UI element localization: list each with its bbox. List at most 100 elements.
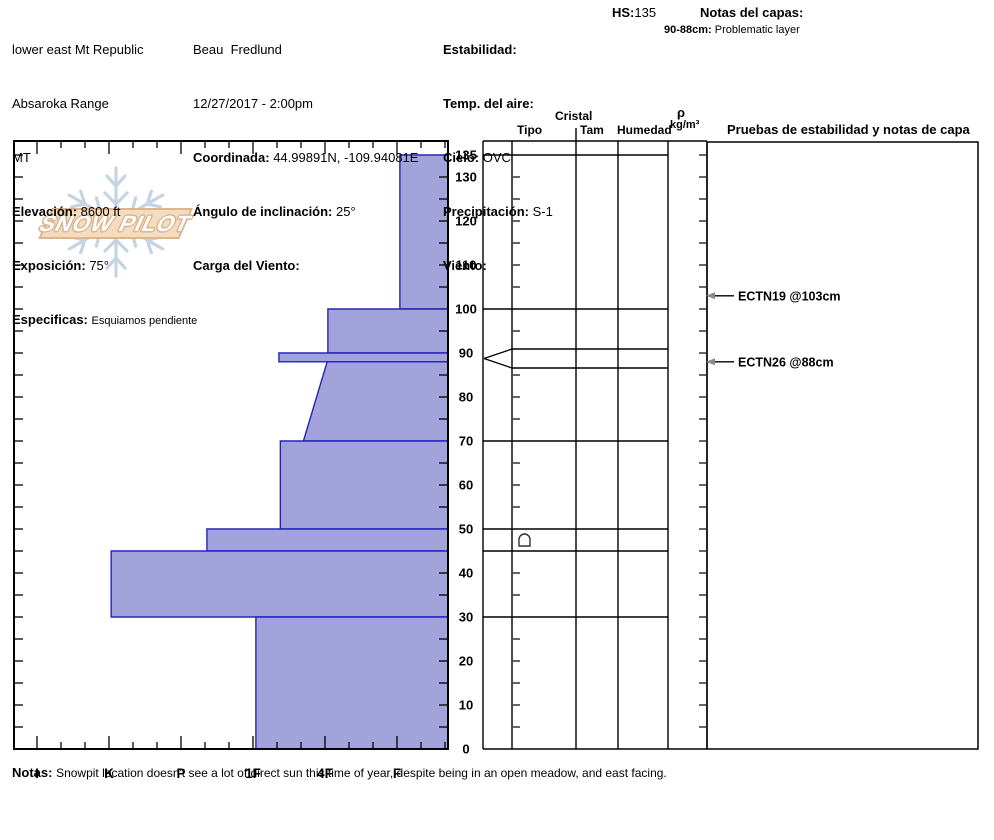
precip-label: Precipitación:: [443, 204, 529, 219]
wind-row: Viento:: [443, 257, 553, 275]
depth-tick-label: 120: [455, 214, 477, 229]
sky-label: Cielo:: [443, 150, 480, 165]
layer-note-text: Problematic layer: [714, 24, 800, 36]
snow-layer: [278, 352, 449, 363]
coordinates-value: 44.99891N, -109.94081E: [273, 150, 419, 165]
depth-tick-label: 10: [459, 698, 473, 713]
precip-value: S-1: [532, 204, 553, 219]
col-header-density-symbol: ρ: [677, 105, 686, 120]
header-observer-column: Beau Fredlund 12/27/2017 - 2:00pm Coordi…: [193, 5, 418, 293]
depth-tick-label: 70: [459, 434, 473, 449]
left-arrow-icon: [706, 292, 715, 300]
depth-tick-label: 135: [455, 148, 477, 163]
hardness-tick-label: K: [104, 766, 114, 781]
stability-label: Estabilidad:: [443, 42, 517, 57]
depth-tick-label: 80: [459, 390, 473, 405]
depth-tick-label: 90: [459, 346, 473, 361]
depth-tick-label: 60: [459, 478, 473, 493]
hardness-axis-ticks: [36, 142, 446, 748]
col-header-humedad: Humedad: [617, 123, 672, 137]
snow-layer: [302, 361, 449, 442]
coordinates-row: Coordinada: 44.99891N, -109.94081E: [193, 149, 418, 167]
header-location-column: lower east Mt Republic Absaroka Range MT…: [12, 5, 197, 348]
depth-axis-ticks: [15, 154, 447, 728]
aspect-row: Exposición: 75°: [12, 257, 197, 275]
elevation-value: 8600 ft: [80, 204, 121, 219]
snowpilot-logo: SNOW PILOT: [36, 160, 200, 290]
hardness-tick-label: F: [393, 766, 401, 781]
notes-text: Snowpit location doesn't see a lot of di…: [56, 766, 667, 780]
elevation-label: Elevación:: [12, 204, 78, 219]
depth-tick-label: 30: [459, 610, 473, 625]
specifics-value: Esquiamos pendiente: [91, 315, 198, 327]
stability-test-label: ECTN26 @88cm: [738, 355, 834, 369]
snow-layer: [110, 550, 449, 618]
depth-tick-label: 130: [455, 170, 477, 185]
stability-test-annotation: ECTN19 @103cm: [706, 289, 841, 303]
col-header-cristal: Cristal: [555, 109, 593, 123]
layer-notes-title: Notas del capas:: [700, 5, 804, 20]
wind-loading-row: Carga del Viento:: [193, 257, 418, 275]
left-arrow-icon: [706, 358, 715, 366]
depth-tick-label: 100: [455, 302, 477, 317]
sky-row: Cielo: OVC: [443, 149, 553, 167]
aspect-value: 75°: [89, 258, 109, 273]
air-temp-row: Temp. del aire:: [443, 95, 553, 113]
col-header-tipo: Tipo: [517, 123, 543, 137]
snow-layer: [327, 308, 449, 354]
depth-tick-label: 110: [456, 258, 477, 273]
observer-name: Beau Fredlund: [193, 42, 282, 57]
stability-tests-box: [706, 141, 979, 750]
hardness-tick-label: P: [176, 766, 185, 781]
stability-test-annotation: ECTN26 @88cm: [706, 355, 834, 369]
hardness-tick-label: 4F: [317, 766, 333, 781]
stability-row: Estabilidad:: [443, 41, 553, 59]
header-weather-column: Estabilidad: Temp. del aire: Cielo: OVC …: [443, 5, 553, 293]
layer-note-range: 90-88cm:: [664, 24, 712, 36]
grain-type-symbol: [518, 533, 531, 547]
layer-note-row: 90-88cm: Problematic layer: [664, 24, 800, 36]
pit-datetime: 12/27/2017 - 2:00pm: [193, 96, 313, 111]
hs-value: 135: [634, 5, 657, 20]
snow-layer: [279, 440, 449, 530]
depth-tick-label: 40: [459, 566, 473, 581]
aspect-label: Exposición:: [12, 258, 86, 273]
thin-layer-pinch-marker: [483, 348, 513, 369]
hardness-tick-label: 1F: [245, 766, 261, 781]
air-temp-label: Temp. del aire:: [443, 96, 534, 111]
depth-tick-label: 50: [459, 522, 473, 537]
slope-angle-label: Ángulo de inclinación:: [193, 204, 333, 219]
hs-label: HS:: [612, 5, 635, 20]
state: MT: [12, 150, 31, 165]
snow-layer: [255, 616, 449, 750]
snow-height-row: HS:135: [612, 5, 656, 20]
elevation-row: Elevación: 8600 ft: [12, 203, 197, 221]
sky-value: OVC: [482, 150, 511, 165]
grid-depth-ticks: [513, 154, 706, 728]
col-header-stability-tests: Pruebas de estabilidad y notas de capa: [727, 122, 970, 137]
notes-row: Notas: Snowpit location doesn't see a lo…: [12, 765, 667, 780]
depth-tick-label: 0: [462, 742, 469, 757]
wind-loading-label: Carga del Viento:: [193, 258, 300, 273]
hardness-axis-labels: I K P 1F 4F F: [35, 766, 401, 781]
snowflake-arm: [103, 166, 129, 224]
depth-tick-label: 20: [459, 654, 473, 669]
precip-row: Precipitación: S-1: [443, 203, 553, 221]
snow-layer: [206, 528, 449, 552]
mountain-range: Absaroka Range: [12, 96, 109, 111]
col-header-density-units: kg/m³: [670, 119, 700, 131]
specifics-label: Especificas:: [12, 312, 88, 327]
notes-label: Notas:: [12, 765, 53, 780]
profile-plot-border: [13, 140, 449, 750]
coordinates-label: Coordinada:: [193, 150, 270, 165]
site-name: lower east Mt Republic: [12, 42, 144, 57]
specifics-row: Especificas: Esquiamos pendiente: [12, 311, 197, 330]
stability-test-label: ECTN19 @103cm: [738, 289, 841, 303]
slope-angle-row: Ángulo de inclinación: 25°: [193, 203, 418, 221]
wind-label: Viento:: [443, 258, 487, 273]
snowflake-arm: [103, 220, 129, 278]
col-header-tam: Tam: [580, 123, 604, 137]
